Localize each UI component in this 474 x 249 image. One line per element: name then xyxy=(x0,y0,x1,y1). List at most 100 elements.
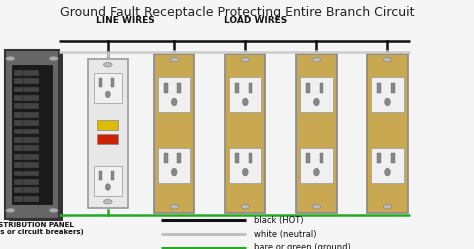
Bar xyxy=(164,83,168,93)
Bar xyxy=(296,54,337,213)
Bar xyxy=(14,128,30,134)
Circle shape xyxy=(170,204,178,209)
Bar xyxy=(371,77,403,113)
Bar xyxy=(14,187,30,193)
Bar xyxy=(23,128,39,134)
Bar xyxy=(14,95,30,101)
Bar xyxy=(23,137,39,143)
Bar xyxy=(14,137,30,143)
Circle shape xyxy=(49,56,58,61)
Ellipse shape xyxy=(384,168,391,176)
Bar xyxy=(110,78,114,87)
Bar xyxy=(248,83,252,93)
Text: bare or green (ground): bare or green (ground) xyxy=(254,243,350,249)
Bar xyxy=(14,87,30,92)
Text: black (HOT): black (HOT) xyxy=(254,216,303,225)
Bar xyxy=(14,112,30,118)
Bar xyxy=(98,120,118,130)
Bar xyxy=(94,166,122,196)
Bar xyxy=(229,148,261,183)
Bar xyxy=(23,95,39,101)
Bar xyxy=(377,153,381,163)
Bar xyxy=(14,120,30,126)
Bar xyxy=(23,112,39,118)
Bar xyxy=(23,162,39,168)
Ellipse shape xyxy=(242,98,248,106)
Bar xyxy=(306,153,310,163)
Bar xyxy=(23,171,39,177)
Bar xyxy=(301,148,333,183)
Bar xyxy=(164,153,168,163)
Circle shape xyxy=(383,58,392,62)
Bar xyxy=(154,54,194,213)
Circle shape xyxy=(103,199,112,204)
Circle shape xyxy=(241,204,249,209)
Bar xyxy=(319,83,323,93)
Circle shape xyxy=(312,58,320,62)
Bar xyxy=(14,78,30,84)
Bar xyxy=(14,179,30,185)
Bar xyxy=(235,83,239,93)
Bar xyxy=(319,153,323,163)
Ellipse shape xyxy=(313,168,319,176)
Circle shape xyxy=(49,208,58,213)
Bar xyxy=(5,50,59,219)
Ellipse shape xyxy=(105,91,110,98)
Circle shape xyxy=(241,58,249,62)
Bar xyxy=(306,83,310,93)
Text: white (neutral): white (neutral) xyxy=(254,230,316,239)
Bar xyxy=(177,83,181,93)
Bar xyxy=(23,87,39,92)
Bar xyxy=(14,196,30,202)
Ellipse shape xyxy=(171,98,177,106)
Bar xyxy=(158,148,190,183)
Text: Ground Fault Receptacle Protecting Entire Branch Circuit: Ground Fault Receptacle Protecting Entir… xyxy=(60,6,414,19)
Bar xyxy=(225,54,265,213)
Bar xyxy=(177,153,181,163)
Bar xyxy=(158,77,190,113)
Bar xyxy=(23,145,39,151)
Circle shape xyxy=(170,58,178,62)
Bar xyxy=(23,179,39,185)
Bar xyxy=(23,78,39,84)
Bar xyxy=(23,70,39,76)
Bar xyxy=(23,196,39,202)
Bar xyxy=(371,148,403,183)
Bar xyxy=(14,145,30,151)
Bar xyxy=(23,187,39,193)
Bar xyxy=(229,77,261,113)
Circle shape xyxy=(103,62,112,67)
Ellipse shape xyxy=(171,168,177,176)
Circle shape xyxy=(6,56,15,61)
Bar xyxy=(14,171,30,177)
Text: LOAD WIRES: LOAD WIRES xyxy=(224,16,288,25)
Bar xyxy=(23,120,39,126)
Ellipse shape xyxy=(384,98,391,106)
Bar xyxy=(391,153,394,163)
Bar xyxy=(94,73,122,103)
Bar xyxy=(88,59,128,208)
Circle shape xyxy=(312,204,320,209)
Ellipse shape xyxy=(105,184,110,190)
Bar xyxy=(98,134,118,144)
Bar xyxy=(12,65,52,204)
Circle shape xyxy=(6,208,15,213)
Text: LINE WIRES: LINE WIRES xyxy=(96,16,155,25)
Circle shape xyxy=(383,204,392,209)
Ellipse shape xyxy=(242,168,248,176)
Bar xyxy=(248,153,252,163)
Bar xyxy=(9,52,63,221)
Bar xyxy=(99,171,102,180)
Bar xyxy=(23,103,39,109)
Bar xyxy=(377,83,381,93)
Bar xyxy=(301,77,333,113)
Bar xyxy=(391,83,394,93)
Bar xyxy=(23,154,39,160)
Bar xyxy=(99,78,102,87)
Bar xyxy=(14,70,30,76)
Bar xyxy=(14,103,30,109)
Bar xyxy=(110,171,114,180)
Bar xyxy=(235,153,239,163)
Bar xyxy=(14,162,30,168)
Ellipse shape xyxy=(313,98,319,106)
